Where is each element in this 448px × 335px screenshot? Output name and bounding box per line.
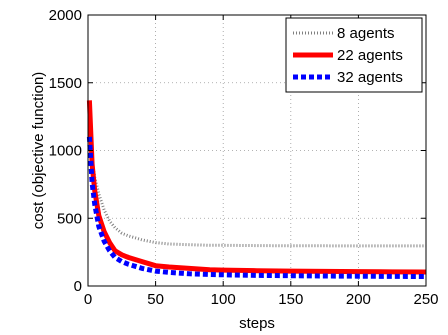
legend-label: 22 agents [337, 47, 403, 64]
series-line-8-agents [87, 123, 426, 248]
x-tick-label: 50 [147, 291, 164, 308]
grid [88, 15, 426, 286]
y-axis-title: cost (objective function) [30, 72, 47, 230]
y-tick-label: 2000 [49, 7, 82, 24]
x-tick-label: 200 [346, 291, 371, 308]
legend-label: 32 agents [337, 69, 403, 86]
y-tick-label: 1500 [49, 75, 82, 92]
series-line-32-agents [86, 136, 427, 279]
x-tick-label: 250 [413, 291, 438, 308]
legend: 8 agents 22 agents 32 agents [285, 17, 423, 93]
legend-label: 8 agents [337, 25, 395, 42]
x-tick-label: 100 [211, 291, 236, 308]
y-tick-label: 500 [57, 210, 82, 227]
x-tick-label: 150 [278, 291, 303, 308]
y-tick-label: 1000 [49, 143, 82, 160]
axis-ticks: 0 50 100 150 200 250 0 500 1000 1500 2000 [49, 7, 439, 308]
x-tick-label: 0 [84, 291, 92, 308]
series-layer [86, 100, 427, 279]
y-tick-label: 0 [74, 278, 82, 295]
x-axis-title: steps [239, 315, 275, 332]
series-line-22-agents [86, 100, 427, 275]
